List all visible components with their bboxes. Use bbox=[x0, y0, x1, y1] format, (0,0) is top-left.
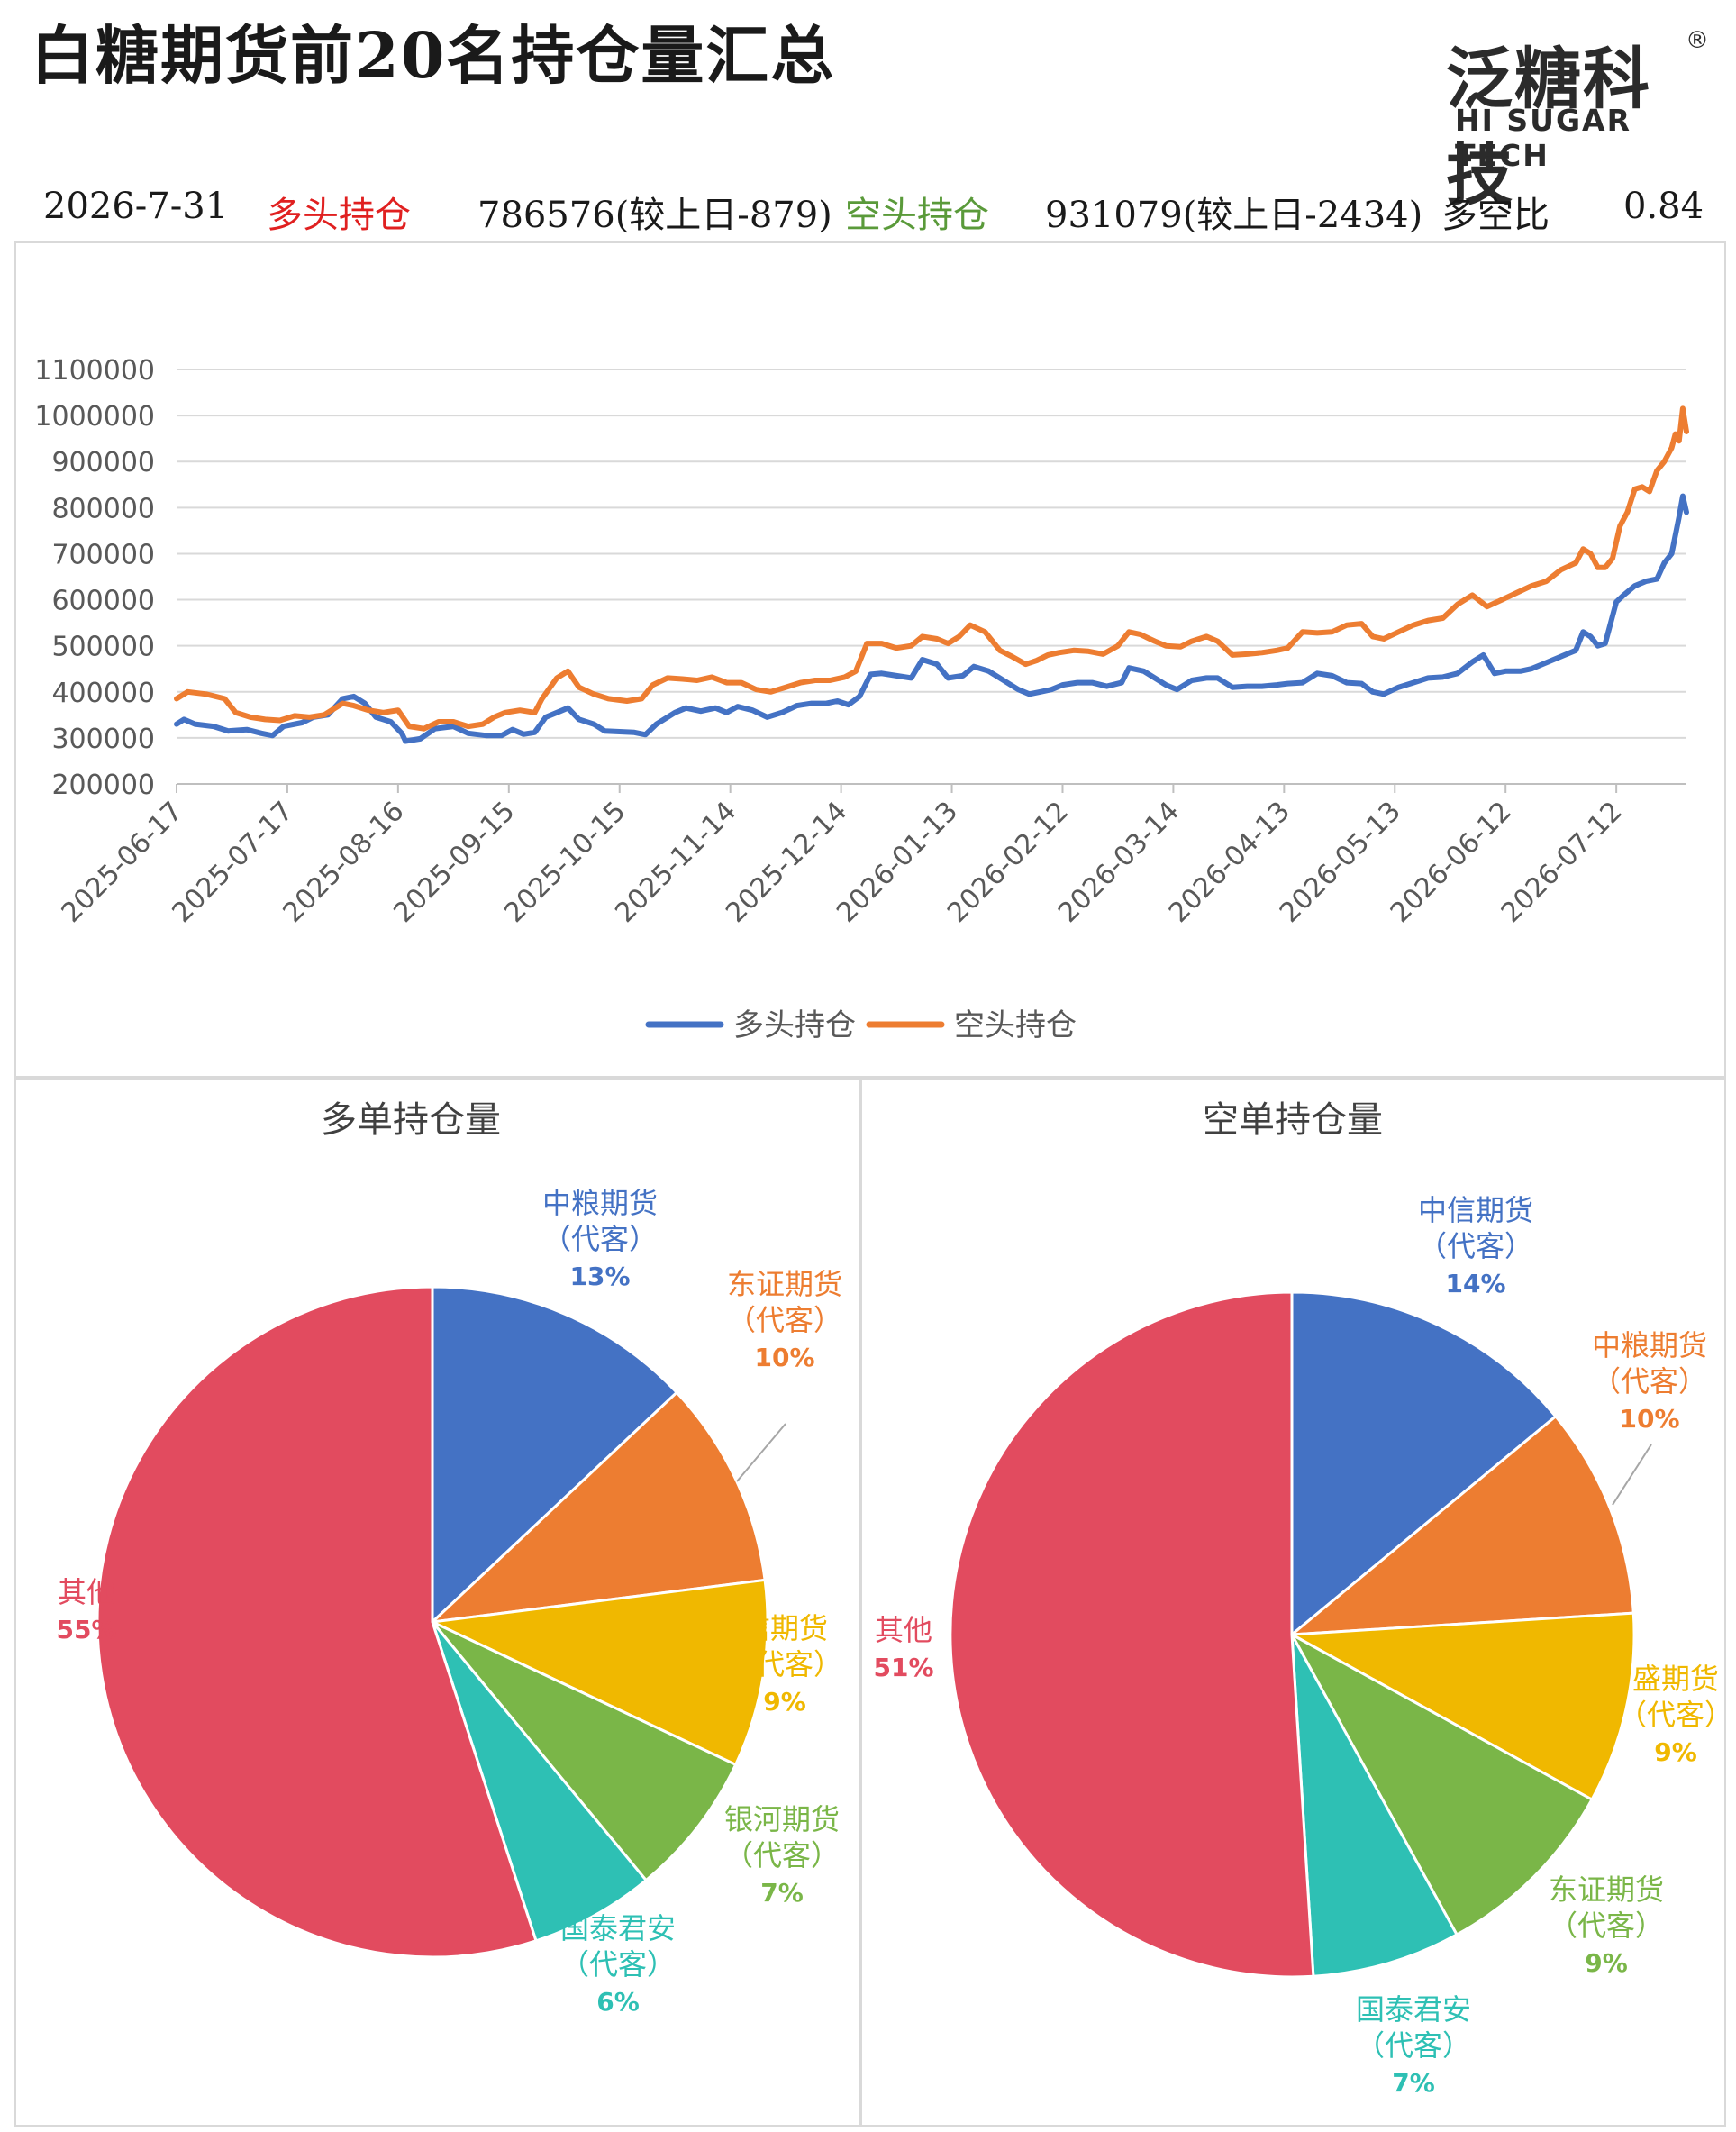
pie-slice bbox=[1290, 1290, 1558, 1638]
slice-label-name: 信期货 bbox=[741, 1611, 828, 1645]
summary-ratio-label: 多空比 bbox=[1441, 195, 1550, 236]
pie-slice bbox=[431, 1621, 649, 1943]
slice-label-pct: 7% bbox=[760, 1878, 804, 1908]
leader-line bbox=[736, 1423, 786, 1482]
slice-label-name: 中信期货 bbox=[1418, 1193, 1533, 1227]
slice-label-sub: （代客） bbox=[560, 1947, 676, 1982]
slice-label-name: 盛期货 bbox=[1632, 1662, 1719, 1696]
slice-label-sub: （代客） bbox=[542, 1222, 658, 1256]
y-tick-label: 1000000 bbox=[34, 401, 155, 433]
short-position-line bbox=[174, 405, 1689, 732]
y-tick-label: 600000 bbox=[51, 586, 155, 617]
slice-label-pct: 13% bbox=[569, 1262, 630, 1291]
slice-label-pct: 9% bbox=[1585, 1948, 1628, 1978]
slice-label-name: 其他 bbox=[58, 1575, 115, 1609]
pie-slice bbox=[1288, 1631, 1595, 1937]
slice-label-name: 中粮期货 bbox=[1592, 1328, 1707, 1362]
summary-short-value: 931079(较上日-2434) bbox=[1045, 195, 1423, 236]
summary-ratio-value: 0.84 bbox=[1623, 186, 1704, 227]
summary-short-label: 空头持仓 bbox=[845, 195, 989, 236]
pie-slice bbox=[1290, 1634, 1459, 1978]
line-chart-panel bbox=[14, 241, 1726, 1078]
slice-label-pct: 9% bbox=[763, 1687, 806, 1717]
y-tick-label: 300000 bbox=[51, 724, 155, 755]
registered-mark: ® bbox=[1686, 27, 1709, 54]
pie-slice bbox=[1286, 1611, 1636, 1802]
pie-slice bbox=[95, 1285, 538, 1959]
pie-slice bbox=[1287, 1414, 1635, 1636]
y-tick-label: 500000 bbox=[51, 632, 155, 663]
pie-slice bbox=[949, 1290, 1315, 1979]
slice-label-sub: （代客） bbox=[727, 1647, 842, 1681]
legend-label: 空头持仓 bbox=[954, 1007, 1077, 1043]
leader-line bbox=[1612, 1444, 1652, 1506]
slice-label-name: 中粮期货 bbox=[542, 1186, 658, 1220]
slice-label-pct: 6% bbox=[596, 1987, 640, 2017]
slice-label-pct: 14% bbox=[1445, 1269, 1505, 1298]
short-pie-chart: 空单持仓量中信期货（代客）14%中粮期货（代客）10%盛期货（代客）9%东证期货… bbox=[873, 1099, 1725, 2098]
pie-slice bbox=[427, 1578, 769, 1767]
y-tick-label: 900000 bbox=[51, 447, 155, 478]
pie-slice bbox=[431, 1620, 738, 1882]
brand-logo: 泛糖科技 ® HI SUGAR TECH bbox=[1446, 25, 1709, 214]
summary-date: 2026-7-31 bbox=[43, 186, 229, 227]
slice-label-name: 国泰君安 bbox=[560, 1911, 676, 1945]
slice-label-pct: 10% bbox=[1619, 1404, 1679, 1434]
pie-slice bbox=[431, 1285, 679, 1626]
slice-label-sub: （代客） bbox=[1592, 1364, 1707, 1399]
y-tick-label: 700000 bbox=[51, 539, 155, 570]
slice-label-sub: （代客） bbox=[1618, 1698, 1725, 1732]
logo-english: HI SUGAR TECH bbox=[1455, 103, 1631, 173]
slice-label-name: 东证期货 bbox=[727, 1267, 842, 1301]
slice-label-sub: （代客） bbox=[724, 1838, 840, 1872]
slice-label-sub: （代客） bbox=[1356, 2028, 1471, 2063]
slice-label-sub: （代客） bbox=[1418, 1229, 1533, 1263]
slice-label-pct: 55% bbox=[56, 1615, 116, 1645]
summary-long-value: 786576(较上日-879) bbox=[477, 195, 832, 236]
pie-title: 空单持仓量 bbox=[1203, 1099, 1383, 1141]
legend-label: 多头持仓 bbox=[733, 1007, 856, 1043]
y-tick-label: 1100000 bbox=[34, 355, 155, 387]
slice-label-name: 银河期货 bbox=[724, 1802, 840, 1836]
summary-long-label: 多头持仓 bbox=[267, 195, 411, 236]
slice-label-name: 东证期货 bbox=[1549, 1872, 1664, 1907]
slice-label-pct: 7% bbox=[1392, 2068, 1435, 2098]
slice-label-sub: （代客） bbox=[727, 1303, 842, 1337]
pie-title: 多单持仓量 bbox=[321, 1099, 501, 1141]
y-tick-label: 400000 bbox=[51, 678, 155, 709]
slice-label-pct: 9% bbox=[1654, 1737, 1697, 1767]
page-title: 白糖期货前20名持仓量汇总 bbox=[31, 18, 836, 93]
slice-label-name: 其他 bbox=[875, 1613, 932, 1647]
y-tick-label: 200000 bbox=[51, 770, 155, 801]
slice-label-pct: 51% bbox=[873, 1653, 933, 1682]
slice-label-sub: （代客） bbox=[1549, 1909, 1664, 1943]
slice-label-name: 国泰君安 bbox=[1356, 1992, 1471, 2027]
y-tick-label: 800000 bbox=[51, 493, 155, 524]
logo-chinese: 泛糖科技 bbox=[1446, 41, 1651, 214]
line-chart: 1100000 1000000 900000 800000 700000 600000 50… bbox=[34, 355, 1689, 1043]
long-position-line bbox=[174, 493, 1689, 744]
pie-slice bbox=[428, 1390, 767, 1625]
slice-label-pct: 10% bbox=[754, 1343, 814, 1372]
